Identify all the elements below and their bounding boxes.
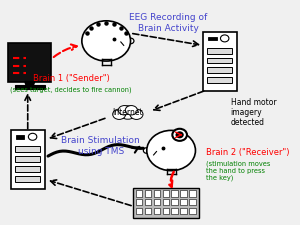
Circle shape: [147, 130, 196, 171]
FancyBboxPatch shape: [203, 32, 237, 91]
Bar: [15, 146, 40, 152]
Bar: [136, 208, 142, 214]
FancyBboxPatch shape: [8, 43, 51, 82]
Circle shape: [172, 129, 187, 141]
Bar: [145, 208, 151, 214]
Bar: [15, 176, 40, 182]
Text: (stimulation moves
the hand to press
the key): (stimulation moves the hand to press the…: [206, 160, 271, 181]
Circle shape: [82, 21, 130, 61]
Bar: [136, 190, 142, 197]
Bar: [180, 199, 187, 205]
Bar: [180, 208, 187, 214]
Bar: [189, 208, 196, 214]
Bar: [145, 199, 151, 205]
Text: Brain 2 ("Receiver"): Brain 2 ("Receiver"): [206, 148, 290, 157]
FancyBboxPatch shape: [15, 85, 45, 89]
Bar: [163, 208, 169, 214]
Circle shape: [176, 132, 183, 138]
Ellipse shape: [119, 106, 137, 119]
FancyBboxPatch shape: [11, 130, 44, 189]
Bar: [163, 190, 169, 197]
Bar: [15, 156, 40, 162]
Bar: [154, 190, 160, 197]
Bar: [171, 208, 178, 214]
Ellipse shape: [118, 106, 130, 115]
Bar: [145, 190, 151, 197]
Bar: [163, 199, 169, 205]
Bar: [189, 199, 196, 205]
Text: Brain Stimulation
using TMS: Brain Stimulation using TMS: [61, 136, 140, 156]
Bar: [15, 166, 40, 172]
Bar: [208, 77, 232, 83]
Bar: [154, 208, 160, 214]
Bar: [208, 48, 232, 54]
Ellipse shape: [130, 109, 143, 119]
Bar: [16, 135, 25, 139]
Bar: [208, 68, 232, 73]
Bar: [208, 37, 217, 40]
Circle shape: [143, 148, 150, 153]
Bar: [171, 190, 178, 197]
Bar: [208, 58, 232, 63]
Circle shape: [127, 38, 134, 44]
Bar: [189, 190, 196, 197]
Text: Hand motor
imagery
detected: Hand motor imagery detected: [231, 98, 276, 127]
Ellipse shape: [125, 106, 137, 115]
Text: Internet: Internet: [112, 108, 143, 117]
FancyBboxPatch shape: [133, 188, 199, 218]
Bar: [180, 190, 187, 197]
Text: Brain 1 ("Sender"): Brain 1 ("Sender"): [33, 74, 110, 83]
Bar: [171, 199, 178, 205]
Text: EEG Recording of
Brain Activity: EEG Recording of Brain Activity: [129, 13, 208, 33]
Bar: [136, 199, 142, 205]
Polygon shape: [25, 81, 35, 86]
Ellipse shape: [113, 109, 126, 119]
Text: (sees target, decides to fire cannon): (sees target, decides to fire cannon): [10, 87, 132, 93]
Bar: [154, 199, 160, 205]
